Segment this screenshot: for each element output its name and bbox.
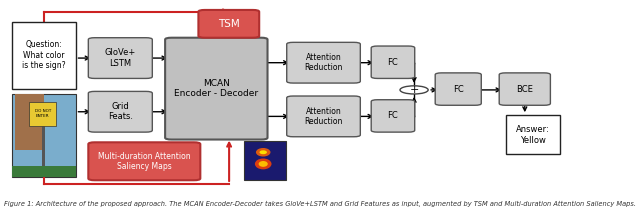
Bar — [244, 141, 286, 180]
Text: Attention
Reduction: Attention Reduction — [305, 107, 342, 126]
FancyBboxPatch shape — [371, 100, 415, 132]
Text: Multi-duration Attention
Saliency Maps: Multi-duration Attention Saliency Maps — [98, 152, 191, 171]
Text: Question:
What color
is the sign?: Question: What color is the sign? — [22, 40, 65, 70]
FancyBboxPatch shape — [165, 38, 268, 140]
Bar — [29, 102, 56, 126]
Text: +: + — [410, 85, 419, 95]
Bar — [12, 22, 76, 89]
Text: FC: FC — [388, 58, 398, 67]
FancyBboxPatch shape — [198, 10, 259, 38]
Bar — [506, 115, 560, 154]
Text: TSM: TSM — [218, 19, 239, 29]
Bar — [15, 94, 44, 150]
Text: Attention
Reduction: Attention Reduction — [305, 53, 342, 72]
Text: BCE: BCE — [516, 85, 533, 94]
Text: FC: FC — [388, 111, 398, 120]
FancyBboxPatch shape — [287, 96, 360, 137]
Bar — [42, 103, 45, 168]
FancyBboxPatch shape — [88, 38, 152, 78]
FancyBboxPatch shape — [499, 73, 550, 105]
FancyBboxPatch shape — [435, 73, 481, 105]
Ellipse shape — [259, 161, 268, 167]
Text: Answer:
Yellow: Answer: Yellow — [516, 125, 550, 145]
Text: FC: FC — [453, 85, 463, 94]
Text: GloVe+
LSTM: GloVe+ LSTM — [105, 48, 136, 68]
Bar — [12, 166, 76, 177]
FancyBboxPatch shape — [88, 142, 200, 180]
Bar — [12, 94, 76, 177]
Circle shape — [400, 86, 428, 94]
Ellipse shape — [256, 148, 271, 157]
FancyBboxPatch shape — [287, 42, 360, 83]
Text: DO NOT
ENTER: DO NOT ENTER — [35, 109, 51, 118]
Text: MCAN
Encoder - Decoder: MCAN Encoder - Decoder — [174, 79, 259, 98]
FancyBboxPatch shape — [371, 46, 415, 78]
Ellipse shape — [255, 158, 271, 169]
Text: Figure 1: Architecture of the proposed approach. The MCAN Encoder-Decoder takes : Figure 1: Architecture of the proposed a… — [4, 201, 636, 207]
Text: Grid
Feats.: Grid Feats. — [108, 102, 133, 121]
FancyBboxPatch shape — [88, 91, 152, 132]
Ellipse shape — [259, 150, 267, 154]
